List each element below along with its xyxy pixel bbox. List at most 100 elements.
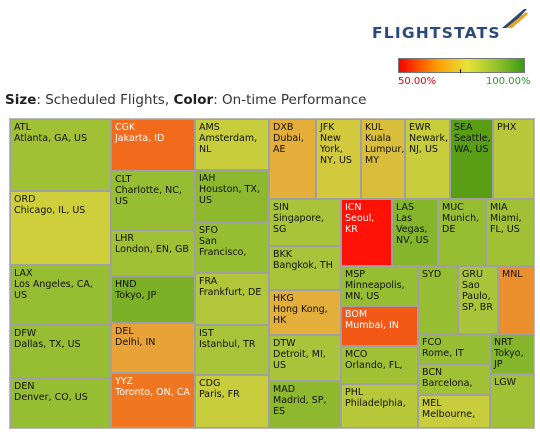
airport-location: Hong Kong, HK [273, 304, 328, 326]
airport-code: ORD [14, 194, 36, 205]
airport-code: GRU [462, 269, 483, 280]
airport-location: Dubai, AE [273, 133, 304, 155]
treemap-cell-dfw[interactable]: DFW Dallas, TX, US [10, 325, 111, 378]
airplane-swoosh-icon [502, 9, 528, 28]
treemap-cell-lgw[interactable]: LGW [490, 374, 534, 428]
airport-code: MUC [442, 202, 464, 213]
airport-code: MEL [422, 398, 442, 409]
treemap-cell-icn[interactable]: ICN Seoul, KR [341, 199, 392, 266]
airport-location: Tokyo, JP [115, 290, 157, 301]
airport-code: ICN [345, 202, 362, 213]
airport-location: Istanbul, TR [199, 339, 256, 350]
airport-location: Toronto, ON, CA [115, 387, 190, 398]
airport-location: Barcelona, [422, 378, 473, 389]
treemap-cell-phl[interactable]: PHL Philadelphia, [341, 384, 418, 428]
treemap-cell-bom[interactable]: BOM Mumbai, IN [341, 306, 418, 346]
treemap-cell-syd[interactable]: SYD [418, 266, 458, 334]
color-value: On-time Performance [222, 92, 367, 108]
legend-marker [460, 69, 461, 73]
treemap-cell-jfk[interactable]: JFK New York, NY, US [316, 119, 361, 199]
airport-code: DFW [14, 328, 37, 339]
airport-location: London, EN, GB [115, 244, 189, 255]
airport-code: BKK [273, 249, 292, 260]
airport-code: YYZ [115, 376, 134, 387]
treemap-cell-fra[interactable]: FRA Frankfurt, DE [195, 273, 269, 325]
airport-code: MIA [490, 202, 508, 213]
airport-treemap: ATL Atlanta, GA, US ORD Chicago, IL, US LAX L… [9, 118, 535, 429]
treemap-cell-hkg[interactable]: HKG Hong Kong, HK [269, 290, 341, 335]
airport-code: FRA [199, 276, 218, 287]
airport-location: Delhi, IN [115, 337, 156, 348]
treemap-cell-kul[interactable]: KUL Kuala Lumpur, MY [361, 119, 405, 199]
airport-location: Orlando, FL, [345, 360, 403, 371]
airport-code: LAX [14, 268, 33, 279]
treemap-cell-lhr[interactable]: LHR London, EN, GB [111, 230, 195, 276]
treemap-cell-mnl[interactable]: MNL [498, 266, 534, 334]
airport-code: PHL [345, 387, 364, 398]
treemap-cell-bcn[interactable]: BCN Barcelona, [418, 364, 490, 395]
airport-code: ATL [14, 122, 31, 133]
airport-code: MCO [345, 349, 368, 360]
treemap-cell-hnd[interactable]: HND Tokyo, JP [111, 276, 195, 323]
treemap-cell-clt[interactable]: CLT Charlotte, NC, US [111, 171, 195, 230]
treemap-cell-ist[interactable]: IST Istanbul, TR [195, 325, 269, 375]
airport-code: NRT [494, 337, 513, 348]
treemap-cell-ewr[interactable]: EWR Newark, NJ, US [405, 119, 450, 199]
treemap-cell-mia[interactable]: MIA Miami, FL, US [486, 199, 534, 266]
airport-location: Tokyo, JP [494, 348, 524, 370]
treemap-cell-lax[interactable]: LAX Los Angeles, CA, US [10, 265, 111, 325]
airport-code: HND [115, 279, 137, 290]
treemap-cell-ord[interactable]: ORD Chicago, IL, US [10, 191, 111, 265]
airport-location: Minneapolis, MN, US [345, 280, 405, 302]
treemap-cell-gru[interactable]: GRU Sao Paulo, SP, BR [458, 266, 498, 334]
treemap-cell-dxb[interactable]: DXB Dubai, AE [269, 119, 316, 199]
airport-code: HKG [273, 293, 294, 304]
treemap-cell-fco[interactable]: FCO Rome, IT [418, 334, 490, 364]
airport-code: LHR [115, 233, 135, 244]
airport-location: Denver, CO, US [14, 392, 88, 403]
airport-location: Newark, NJ, US [409, 133, 448, 155]
treemap-cell-msp[interactable]: MSP Minneapolis, MN, US [341, 266, 418, 306]
legend-min-label: 50.00% [398, 76, 437, 87]
airport-location: Jakarta, ID [115, 133, 165, 144]
airport-location: Detroit, MI, US [273, 349, 326, 371]
airport-code: SYD [422, 269, 442, 280]
airport-location: San Francisco, [199, 236, 247, 258]
treemap-cell-del[interactable]: DEL Delhi, IN [111, 323, 195, 373]
flightstats-logo: FLIGHTSTATS [372, 6, 530, 42]
airport-location: Frankfurt, DE [199, 287, 262, 298]
treemap-cell-cdg[interactable]: CDG Paris, FR [195, 375, 269, 428]
treemap-cell-ams[interactable]: AMS Amsterdam, NL [195, 119, 269, 170]
treemap-cell-yyz[interactable]: YYZ Toronto, ON, CA [111, 373, 195, 428]
treemap-cell-den[interactable]: DEN Denver, CO, US [10, 378, 111, 428]
treemap-cell-atl[interactable]: ATL Atlanta, GA, US [10, 119, 111, 191]
treemap-cell-muc[interactable]: MUC Munich, DE [438, 199, 486, 266]
treemap-cell-mco[interactable]: MCO Orlando, FL, [341, 346, 418, 384]
treemap-cell-sea[interactable]: SEA Seattle, WA, US [450, 119, 493, 199]
airport-location: Mumbai, IN [345, 320, 399, 331]
airport-location: Sao Paulo, SP, BR [462, 280, 493, 313]
airport-location: Dallas, TX, US [14, 339, 81, 350]
treemap-cell-cgk[interactable]: CGK Jakarta, ID [111, 119, 195, 171]
airport-location: Paris, FR [199, 389, 240, 400]
treemap-cell-mad[interactable]: MAD Madrid, SP, ES [269, 381, 341, 428]
airport-code: KUL [365, 122, 384, 133]
treemap-cell-bkk[interactable]: BKK Bangkok, TH [269, 246, 341, 290]
airport-code: SIN [273, 202, 289, 213]
airport-location: Los Angeles, CA, US [14, 279, 93, 301]
treemap-cell-sin[interactable]: SIN Singapore, SG [269, 199, 341, 246]
airport-location: New York, NY, US [320, 133, 352, 166]
airport-code: DEL [115, 326, 134, 337]
airport-location: Kuala Lumpur, MY [365, 133, 405, 166]
airport-code: BCN [422, 367, 443, 378]
treemap-cell-nrt[interactable]: NRT Tokyo, JP [490, 334, 534, 374]
treemap-cell-iah[interactable]: IAH Houston, TX, US [195, 170, 269, 222]
treemap-cell-dtw[interactable]: DTW Detroit, MI, US [269, 335, 341, 381]
airport-location: Melbourne, [422, 409, 476, 420]
treemap-cell-sfo[interactable]: SFO San Francisco, [195, 222, 269, 273]
airport-code: PHX [497, 122, 517, 133]
treemap-cell-mel[interactable]: MEL Melbourne, [418, 395, 490, 428]
size-key: Size [5, 92, 37, 108]
treemap-cell-phx[interactable]: PHX [493, 119, 534, 199]
treemap-cell-las[interactable]: LAS Las Vegas, NV, US [392, 199, 438, 266]
